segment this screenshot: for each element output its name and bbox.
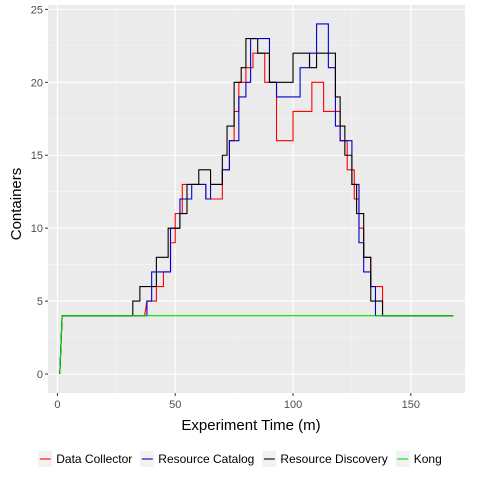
y-tick-label: 15 (31, 150, 43, 162)
legend-label-resource-discovery: Resource Discovery (280, 452, 387, 466)
x-axis-label: Experiment Time (m) (181, 417, 320, 434)
y-tick-label: 25 (31, 4, 43, 16)
legend: Data Collector Resource Catalog Resource D… (38, 451, 442, 467)
x-tick-label: 50 (169, 399, 181, 411)
x-axis-ticks: 0 50 100 150 (54, 393, 420, 411)
y-axis-label: Containers (8, 168, 25, 241)
y-tick-label: 0 (37, 369, 43, 381)
legend-label-resource-catalog: Resource Catalog (158, 452, 254, 466)
legend-label-kong: Kong (414, 452, 442, 466)
x-tick-label: 100 (284, 399, 302, 411)
y-tick-label: 20 (31, 77, 43, 89)
y-tick-label: 10 (31, 223, 43, 235)
series-lines (59, 23, 454, 375)
series-line-resource-discovery (59, 38, 454, 375)
legend-label-data-collector: Data Collector (56, 452, 132, 466)
x-tick-label: 0 (54, 399, 60, 411)
series-line-kong (59, 315, 454, 375)
minor-gridlines (48, 5, 465, 393)
y-axis-ticks: 0 5 10 15 20 25 (31, 4, 48, 381)
panel-background (48, 5, 465, 393)
y-tick-label: 5 (37, 296, 43, 308)
x-tick-label: 150 (402, 399, 420, 411)
